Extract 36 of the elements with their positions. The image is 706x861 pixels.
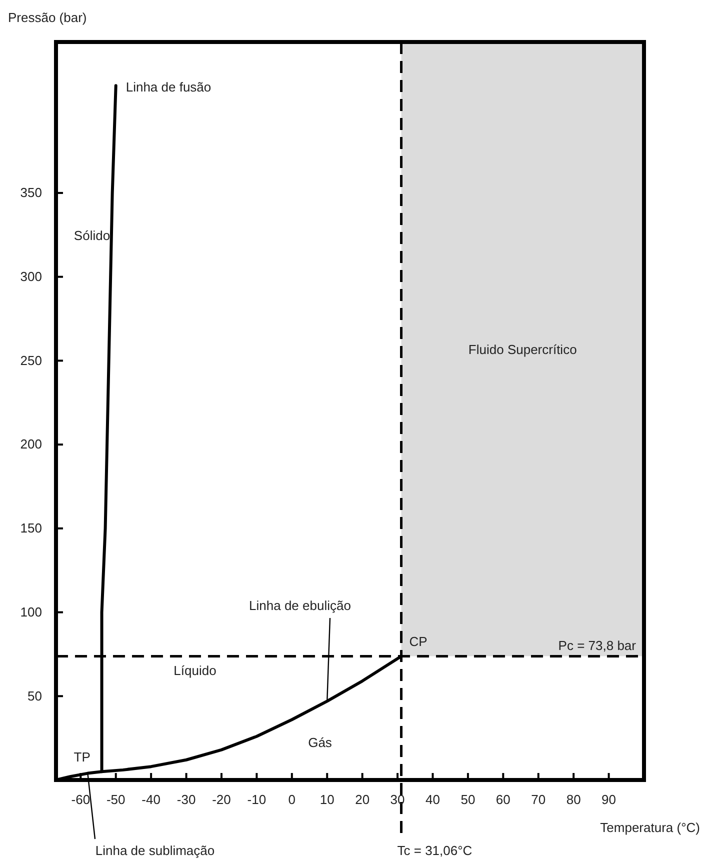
- annotation: Linha de sublimação: [95, 843, 215, 858]
- annotation: Líquido: [174, 663, 216, 678]
- x-tick-label: 50: [460, 792, 476, 807]
- y-tick-label: 50: [28, 688, 42, 704]
- ref-line-label: Pc = 73,8 bar: [558, 638, 637, 654]
- x-tick-label: 0: [288, 792, 296, 807]
- x-tick-label: 20: [355, 792, 370, 807]
- x-axis-title: Temperatura (°C): [600, 820, 700, 835]
- annotation: CP: [409, 634, 428, 650]
- x-tick-label: 60: [496, 792, 510, 807]
- x-tick-label: 90: [602, 792, 616, 807]
- x-tick-label: 30: [390, 792, 405, 807]
- ref-line-label: Tc = 31,06°C: [397, 843, 472, 858]
- annotation: Sólido: [74, 228, 110, 243]
- y-tick-label: 300: [20, 268, 42, 284]
- annotation: TP: [74, 750, 90, 765]
- x-tick-label: -30: [176, 792, 196, 807]
- y-tick-label: 200: [20, 436, 42, 452]
- x-tick-label: -50: [106, 792, 126, 807]
- y-tick-label: 350: [20, 185, 42, 200]
- x-tick-label: -20: [212, 792, 231, 807]
- x-tick-label: 70: [531, 792, 546, 807]
- x-tick-label: -60: [71, 792, 90, 807]
- y-tick-label: 150: [20, 520, 42, 536]
- annotation: Gás: [308, 735, 332, 750]
- x-tick-label: 40: [426, 792, 440, 807]
- band-label: Fluido Supercrítico: [468, 342, 577, 358]
- y-axis-title: Pressão (bar): [8, 10, 87, 25]
- x-tick-label: -10: [247, 792, 266, 807]
- annotation: Linha de fusão: [126, 80, 212, 95]
- x-tick-label: 80: [566, 792, 581, 807]
- y-tick-label: 100: [20, 604, 42, 620]
- x-tick-label: 10: [320, 792, 334, 807]
- x-tick-label: -40: [142, 792, 160, 807]
- y-tick-label: 250: [20, 352, 42, 368]
- annotation: Linha de ebulição: [249, 598, 351, 613]
